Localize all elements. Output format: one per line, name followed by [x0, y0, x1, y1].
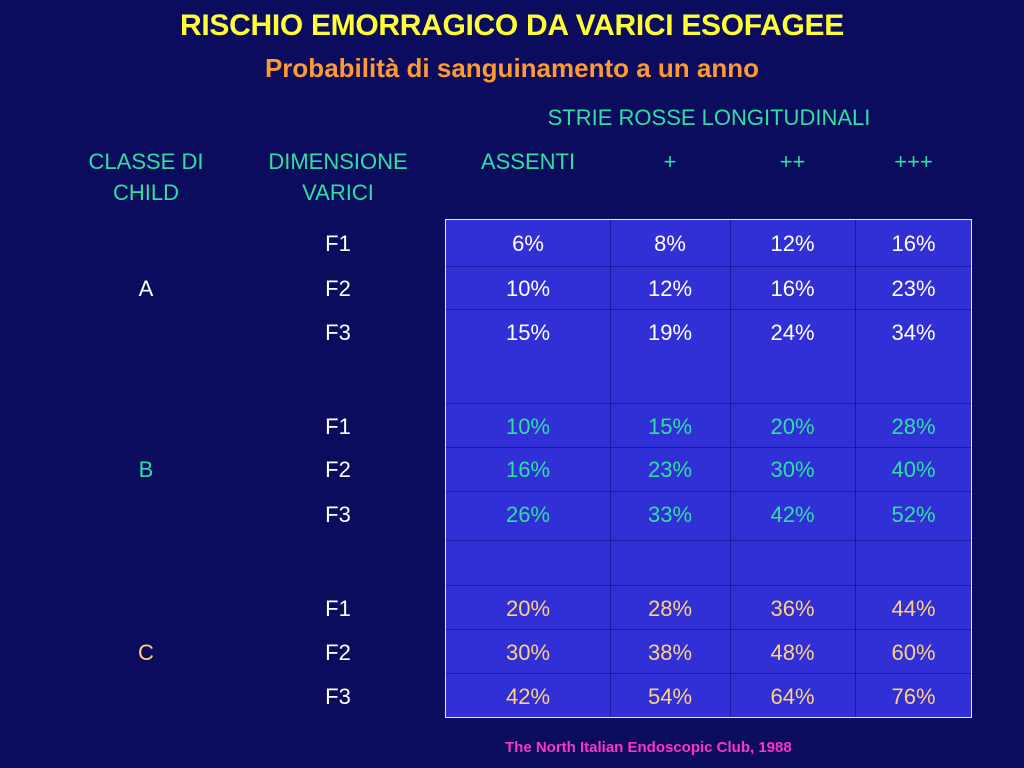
- table-divider: [446, 403, 971, 404]
- table-cell: 36%: [770, 596, 815, 621]
- table-divider: [446, 585, 971, 586]
- table-cell: 30%: [505, 640, 551, 665]
- table-cell: 15%: [647, 414, 693, 439]
- header-strie-rosse: STRIE ROSSE LONGITUDINALI: [547, 105, 871, 130]
- table-cell: 24%: [770, 320, 815, 345]
- table-cell: 42%: [505, 684, 551, 709]
- table-cell: 16%: [770, 276, 815, 301]
- table-cell: 28%: [647, 596, 693, 621]
- dim-label: F3: [325, 320, 351, 345]
- table-cell: 6%: [512, 231, 544, 256]
- dim-label: F1: [325, 414, 351, 439]
- table-cell: 12%: [770, 231, 815, 256]
- header-dimensione-varici: DIMENSIONE VARICI: [238, 146, 438, 208]
- dim-label: F3: [325, 684, 351, 709]
- data-table-box: [445, 219, 972, 718]
- table-cell: 20%: [505, 596, 551, 621]
- header-classe-child: CLASSE DI CHILD: [56, 146, 236, 208]
- header-classe-child-line1: CLASSE DI: [88, 149, 204, 174]
- header-dimensione-line1: DIMENSIONE: [268, 149, 408, 174]
- table-cell: 8%: [654, 231, 686, 256]
- source-citation: The North Italian Endoscopic Club, 1988: [505, 739, 792, 756]
- slide-subtitle: Probabilità di sanguinamento a un anno: [264, 53, 760, 83]
- dim-label: F3: [325, 502, 351, 527]
- dim-label: F2: [325, 640, 351, 665]
- class-label-a: A: [138, 276, 154, 301]
- dim-label: F1: [325, 596, 351, 621]
- dim-label: F2: [325, 457, 351, 482]
- table-cell: 23%: [891, 276, 936, 301]
- table-cell: 23%: [647, 457, 693, 482]
- header-assenti: ASSENTI: [480, 149, 576, 174]
- table-cell: 10%: [505, 276, 551, 301]
- table-divider: [446, 447, 971, 448]
- table-divider: [730, 220, 731, 717]
- table-cell: 10%: [505, 414, 551, 439]
- table-cell: 15%: [505, 320, 551, 345]
- table-cell: 44%: [891, 596, 936, 621]
- table-divider: [610, 220, 611, 717]
- table-cell: 64%: [770, 684, 815, 709]
- table-cell: 19%: [647, 320, 693, 345]
- table-divider: [855, 220, 856, 717]
- header-plus-2: ++: [779, 149, 806, 174]
- table-cell: 54%: [647, 684, 693, 709]
- header-classe-child-line2: CHILD: [112, 180, 179, 205]
- dim-label: F1: [325, 231, 351, 256]
- header-dimensione-line2: VARICI: [302, 180, 374, 205]
- table-cell: 48%: [770, 640, 815, 665]
- table-cell: 16%: [505, 457, 551, 482]
- dim-label: F2: [325, 276, 351, 301]
- table-cell: 38%: [647, 640, 693, 665]
- table-divider: [446, 629, 971, 630]
- table-cell: 40%: [891, 457, 936, 482]
- table-cell: 76%: [891, 684, 936, 709]
- table-cell: 20%: [770, 414, 815, 439]
- table-cell: 12%: [647, 276, 693, 301]
- header-plus-3: +++: [894, 149, 933, 174]
- header-plus-1: +: [663, 149, 677, 174]
- table-divider: [446, 673, 971, 674]
- table-cell: 26%: [505, 502, 551, 527]
- slide-title: RISCHIO EMORRAGICO DA VARICI ESOFAGEE: [180, 9, 844, 42]
- class-label-c: C: [138, 640, 154, 665]
- table-cell: 34%: [891, 320, 936, 345]
- table-divider: [446, 266, 971, 267]
- table-divider: [446, 540, 971, 541]
- table-cell: 42%: [770, 502, 815, 527]
- table-cell: 16%: [891, 231, 936, 256]
- table-cell: 33%: [647, 502, 693, 527]
- table-divider: [446, 491, 971, 492]
- class-label-b: B: [138, 457, 154, 482]
- table-cell: 28%: [891, 414, 936, 439]
- table-cell: 52%: [891, 502, 936, 527]
- table-divider: [446, 309, 971, 310]
- table-cell: 30%: [770, 457, 815, 482]
- table-cell: 60%: [891, 640, 936, 665]
